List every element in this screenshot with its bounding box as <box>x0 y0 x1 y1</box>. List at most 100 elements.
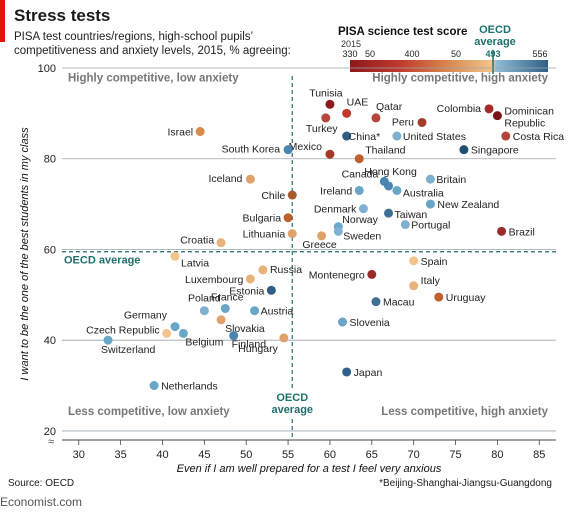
x-tick-75: 75 <box>449 449 461 461</box>
point-south-korea <box>283 145 293 155</box>
label-austria: Austria <box>261 306 294 318</box>
label-croatia: Croatia <box>180 235 214 247</box>
point-poland <box>199 306 209 316</box>
color-scale-year: 2015 <box>341 39 362 49</box>
color-scale-oecd-label-line1: OECD <box>479 24 511 36</box>
x-tick-40: 40 <box>156 449 168 461</box>
label-france: France <box>211 291 244 303</box>
label-greece: Greece <box>302 239 337 251</box>
color-scale-tick-400: 400 <box>404 49 419 59</box>
label-uae: UAE <box>347 96 369 108</box>
brand-rule <box>0 0 5 42</box>
label-china: China* <box>349 131 381 143</box>
label-dominican-republic-line1: Dominican <box>504 106 554 118</box>
point-uae <box>342 108 352 118</box>
color-scale-gradient <box>350 60 548 72</box>
label-switzerland: Switzerland <box>101 344 155 356</box>
color-scale-tick-50b: 50 <box>451 49 461 59</box>
label-costa-rica: Costa Rica <box>513 131 565 143</box>
quadrant-top-left: Highly competitive, low anxiety <box>68 73 239 85</box>
color-scale-tick-330: 330 <box>342 49 357 59</box>
label-turkey: Turkey <box>306 123 338 135</box>
label-belgium: Belgium <box>185 336 223 348</box>
point-bulgaria <box>283 213 293 223</box>
point-finland <box>229 331 239 341</box>
quadrant-top-right: Highly competitive, high anxiety <box>372 73 548 85</box>
y-axis-title: I want to be the one of the best student… <box>19 127 31 381</box>
label-luxembourg: Luxembourg <box>185 274 244 286</box>
point-hungary <box>279 333 289 343</box>
point-denmark <box>358 204 368 214</box>
point-colombia <box>484 104 494 114</box>
source-note: Source: OECD <box>8 478 75 489</box>
x-tick-85: 85 <box>533 449 545 461</box>
point-switzerland <box>103 335 113 345</box>
label-australia: Australia <box>403 187 444 199</box>
label-iceland: Iceland <box>209 173 243 185</box>
label-thailand: Thailand <box>365 145 405 157</box>
label-peru: Peru <box>392 116 414 128</box>
x-tick-45: 45 <box>198 449 210 461</box>
point-croatia <box>216 238 226 248</box>
color-scale-tick-50a: 50 <box>365 49 375 59</box>
label-poland: Poland <box>188 293 221 305</box>
label-ireland: Ireland <box>320 185 352 197</box>
point-united-states <box>392 131 402 141</box>
point-uruguay <box>434 292 444 302</box>
label-tunisia: Tunisia <box>309 87 343 99</box>
data-points: Tunisia UAE Turkey Qatar Colombia DominicanRe… <box>86 87 564 392</box>
x-tick-35: 35 <box>114 449 126 461</box>
point-greece <box>317 231 327 241</box>
y-tick-80: 80 <box>44 154 56 166</box>
point-australia <box>392 185 402 195</box>
point-netherlands <box>149 381 159 391</box>
label-united-states: United States <box>403 131 466 143</box>
label-montenegro: Montenegro <box>309 269 365 281</box>
label-estonia: Estonia <box>229 285 264 297</box>
point-slovenia <box>337 317 347 327</box>
grid-lines <box>62 67 556 432</box>
y-tick-100: 100 <box>38 63 56 75</box>
oecd-x-label-bg <box>268 390 317 418</box>
x-tick-60: 60 <box>324 449 336 461</box>
point-latvia <box>170 251 180 261</box>
point-britain <box>425 174 435 184</box>
quadrant-bottom-right: Less competitive, high anxiety <box>381 406 548 418</box>
economist-logo: Economist.com <box>0 495 83 509</box>
label-netherlands: Netherlands <box>161 381 218 393</box>
label-taiwan: Taiwan <box>395 209 428 221</box>
label-portugal: Portugal <box>411 220 450 232</box>
oecd-y-label: OECD average <box>64 255 140 267</box>
x-axis-title: Even if I am well prepared for a test I … <box>177 463 442 475</box>
point-singapore <box>459 145 469 155</box>
label-slovenia: Slovenia <box>349 317 389 329</box>
point-china <box>342 131 352 141</box>
footnote: *Beijing-Shanghai-Jiangsu-Guangdong <box>379 478 552 489</box>
label-finland: Finland <box>232 339 267 351</box>
x-tick-55: 55 <box>282 449 294 461</box>
label-singapore: Singapore <box>471 145 519 157</box>
label-norway: Norway <box>342 214 378 226</box>
x-tick-30: 30 <box>73 449 85 461</box>
point-japan <box>342 367 352 377</box>
label-lithuania: Lithuania <box>243 229 286 241</box>
point-germany <box>170 322 180 332</box>
point-spain <box>409 256 419 266</box>
point-brazil <box>497 226 507 236</box>
label-brazil: Brazil <box>509 226 535 238</box>
point-costa-rica <box>501 131 511 141</box>
color-scale-bar: 330 50 400 50 493 556 <box>342 49 548 74</box>
label-hungary: Hungary <box>238 343 278 355</box>
point-lithuania <box>287 229 297 239</box>
label-uruguay: Uruguay <box>446 292 486 304</box>
color-scale-tick-556: 556 <box>532 49 547 59</box>
label-south-korea: South Korea <box>222 144 281 156</box>
label-italy: Italy <box>421 275 441 287</box>
quadrant-labels: Highly competitive, low anxiety Highly co… <box>68 73 549 418</box>
label-mexico: Mexico <box>289 141 322 153</box>
point-peru <box>417 117 427 127</box>
point-belgium <box>178 328 188 338</box>
color-scale-oecd-label: OECD average <box>471 24 519 48</box>
axes: 20 40 60 80 100 30 35 40 45 50 55 60 65 70 75 80 85 ≈ Even… <box>19 63 556 475</box>
label-britain: Britain <box>436 174 466 186</box>
